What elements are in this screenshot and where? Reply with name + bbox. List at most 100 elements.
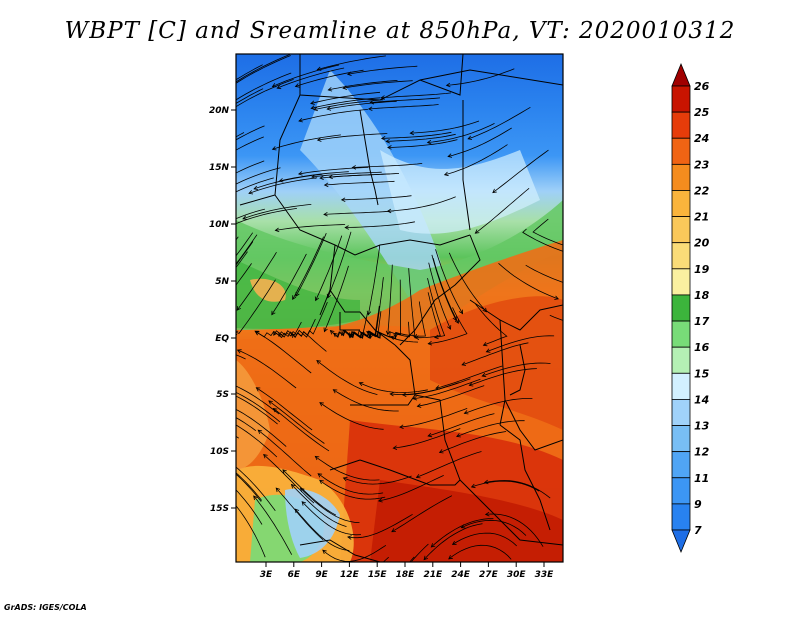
- streamline: [333, 389, 399, 412]
- streamline: [236, 79, 294, 108]
- streamline: [352, 163, 423, 168]
- streamline: [236, 64, 263, 81]
- streamline: [236, 251, 248, 269]
- colorbar-label: 18: [694, 289, 710, 302]
- streamline-arrow: [447, 325, 452, 330]
- streamline-arrow: [203, 190, 207, 194]
- streamline: [381, 131, 452, 139]
- streamline-arrow: [231, 106, 235, 110]
- streamline-arrow: [416, 403, 422, 408]
- streamline: [347, 65, 418, 75]
- streamline-arrow: [263, 453, 268, 459]
- streamline-arrow: [333, 332, 338, 338]
- streamline-arrow: [192, 402, 196, 406]
- streamline-arrow: [310, 105, 316, 110]
- streamline-arrow: [274, 227, 280, 233]
- colorbar-label: 7: [694, 524, 702, 537]
- streamline: [359, 382, 428, 394]
- streamline: [236, 279, 276, 334]
- streamline: [408, 268, 416, 338]
- streamline-arrow: [474, 229, 480, 234]
- streamline-arrow: [456, 433, 461, 438]
- colorbar-label: 13: [694, 420, 710, 433]
- streamline: [298, 167, 369, 175]
- streamline-arrow: [228, 84, 232, 88]
- streamline-arrow: [314, 296, 320, 302]
- streamline: [236, 208, 266, 220]
- streamline: [273, 318, 316, 338]
- streamline-arrow: [366, 310, 372, 316]
- streamline: [395, 301, 426, 338]
- streamline: [409, 556, 415, 562]
- colorbar-box: [671, 190, 691, 217]
- streamline-arrow: [248, 190, 254, 195]
- streamline: [275, 224, 346, 231]
- streamline-arrow: [299, 487, 305, 493]
- streamline-arrow: [447, 153, 453, 158]
- streamline-arrow: [211, 293, 215, 297]
- streamline: [330, 330, 374, 339]
- streamline: [498, 263, 559, 300]
- streamline: [428, 307, 468, 345]
- streamline: [387, 139, 458, 148]
- streamline-arrow: [229, 406, 233, 410]
- latitude-axis: 20N 15N 10N 5N EQ 5S 10S 15S: [209, 106, 236, 514]
- streamline-arrow: [367, 106, 373, 112]
- colorbar-box: [671, 425, 691, 453]
- streamline: [328, 80, 398, 91]
- streamline: [390, 279, 402, 339]
- streamline-arrow: [173, 417, 177, 421]
- streamline: [417, 385, 485, 407]
- streamline-arrow: [227, 460, 231, 464]
- wbpt-shaded-field: [236, 54, 563, 562]
- streamline: [333, 313, 368, 339]
- streamline: [236, 241, 254, 266]
- streamline: [272, 134, 341, 150]
- streamline-arrow: [454, 319, 459, 324]
- streamline: [291, 484, 347, 527]
- streamline-arrow: [295, 292, 300, 297]
- streamline: [416, 451, 482, 478]
- colorbar-label: 25: [694, 106, 710, 119]
- lat-tick-label: EQ: [215, 334, 229, 344]
- streamline: [461, 342, 529, 366]
- streamline-arrow: [412, 333, 417, 339]
- streamline: [294, 508, 350, 551]
- streamline-arrow: [275, 487, 281, 493]
- lat-tick-label: 20N: [209, 106, 230, 116]
- streamline-arrow: [316, 137, 322, 142]
- streamline: [427, 123, 495, 143]
- streamline: [236, 54, 290, 83]
- streamline: [273, 408, 330, 452]
- lat-tick-label: 15S: [210, 504, 229, 514]
- streamline-arrow: [401, 392, 407, 397]
- streamline-arrow: [482, 307, 488, 313]
- streamline-arrow: [316, 66, 322, 71]
- streamline: [431, 518, 494, 548]
- streamline: [257, 429, 312, 477]
- streamline-arrow: [427, 340, 433, 346]
- streamline-arrow: [294, 508, 300, 514]
- streamline: [300, 487, 360, 523]
- streamline: [263, 454, 315, 504]
- streamline: [292, 236, 324, 300]
- streamline: [255, 321, 302, 339]
- streamline: [448, 544, 512, 560]
- streamline-arrow: [236, 306, 241, 311]
- streamline-arrow: [445, 82, 451, 88]
- streamline-arrow: [463, 410, 469, 415]
- streamline: [236, 385, 280, 415]
- streamline-arrow: [482, 341, 488, 347]
- streamline: [415, 292, 441, 339]
- streamline: [236, 177, 274, 193]
- streamline: [387, 264, 393, 335]
- lat-tick-label: 10N: [209, 220, 230, 230]
- colorbar-box: [671, 477, 691, 505]
- streamline-arrow: [301, 501, 307, 506]
- streamline-arrow: [392, 445, 398, 450]
- streamline-arrow: [319, 175, 324, 180]
- streamline-arrow: [290, 483, 296, 489]
- streamline-arrow: [467, 135, 473, 140]
- streamline-arrow: [342, 477, 348, 482]
- colorbar-bottom-arrow: [671, 529, 691, 554]
